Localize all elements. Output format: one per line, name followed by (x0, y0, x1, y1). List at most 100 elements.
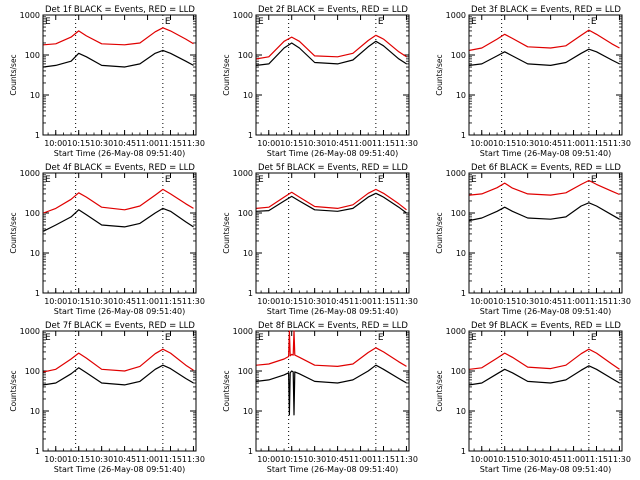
y-tick-label: 10 (243, 249, 253, 258)
panel-title: Det 4f BLACK = Events, RED = LLD (45, 163, 195, 173)
panel-1: Det 1f BLACK = Events, RED = LLD E E 1 10 100… (9, 5, 205, 158)
marker-label: E (165, 333, 171, 343)
marker-label: E (45, 333, 51, 343)
plot-frame (468, 172, 623, 294)
panel-2: Det 2f BLACK = Events, RED = LLD E E 1 10 100… (222, 5, 418, 158)
series-events-line (256, 364, 407, 416)
y-tick-label: 1000 (20, 11, 40, 20)
x-tick-label: 11:00 (562, 455, 585, 464)
plot-frame (42, 14, 197, 136)
y-tick-label: 1 (35, 289, 40, 298)
series-lld-line (256, 34, 407, 60)
x-tick-label: 10:45 (113, 455, 136, 464)
plot-frame (468, 14, 623, 136)
y-tick-label: 10 (456, 407, 466, 416)
x-tick-label: 10:15 (493, 139, 516, 148)
series-events-line (43, 364, 194, 386)
x-tick-label: 10:45 (326, 297, 349, 306)
series-events-line (43, 49, 194, 68)
panel-title: Det 7f BLACK = Events, RED = LLD (45, 321, 195, 331)
y-tick-label: 10 (456, 249, 466, 258)
panel-title: Det 2f BLACK = Events, RED = LLD (258, 5, 408, 15)
x-tick-label: 11:15 (585, 297, 608, 306)
x-tick-label: 10:00 (257, 139, 280, 148)
x-tick-label: 10:30 (303, 297, 326, 306)
panel-3: Det 3f BLACK = Events, RED = LLD E E 1 10 100… (435, 5, 631, 158)
panel-5: Det 5f BLACK = Events, RED = LLD E E 1 10 100… (222, 163, 418, 316)
panel-title: Det 3f BLACK = Events, RED = LLD (471, 5, 621, 15)
x-tick-label: 11:30 (395, 455, 418, 464)
x-tick-label: 11:30 (395, 297, 418, 306)
marker-label: E (471, 175, 477, 185)
x-tick-label: 11:30 (182, 139, 205, 148)
panel-4: Det 4f BLACK = Events, RED = LLD E E 1 10 100… (9, 163, 205, 316)
y-tick-label: 1 (461, 447, 466, 456)
y-axis-title: Counts/sec (435, 54, 444, 95)
x-tick-label: 10:30 (516, 297, 539, 306)
x-tick-label: 11:15 (159, 139, 182, 148)
x-tick-label: 11:30 (608, 297, 631, 306)
marker-label: E (258, 333, 264, 343)
x-axis-title: Start Time (26-May-08 09:51:40) (267, 149, 398, 158)
x-tick-label: 11:30 (182, 297, 205, 306)
y-tick-label: 100 (238, 367, 253, 376)
y-axis-title: Counts/sec (9, 212, 18, 253)
x-tick-label: 10:30 (516, 139, 539, 148)
y-axis-title: Counts/sec (222, 212, 231, 253)
panel-title: Det 8f BLACK = Events, RED = LLD (258, 321, 408, 331)
panel-9: Det 9f BLACK = Events, RED = LLD E E 1 10 100… (435, 321, 631, 474)
x-tick-label: 10:15 (67, 455, 90, 464)
x-tick-label: 11:15 (372, 297, 395, 306)
y-tick-label: 10 (456, 91, 466, 100)
series-lld-line (256, 330, 407, 367)
y-tick-label: 10 (30, 407, 40, 416)
y-axis-title: Counts/sec (435, 212, 444, 253)
plot-frame (255, 330, 410, 452)
x-tick-label: 10:15 (67, 297, 90, 306)
series-events-line (256, 40, 407, 66)
y-tick-label: 1000 (446, 169, 466, 178)
plot-frame (42, 330, 197, 452)
series-lld-line (43, 348, 194, 373)
y-tick-label: 100 (451, 367, 466, 376)
y-tick-label: 10 (243, 91, 253, 100)
marker-label: E (378, 333, 384, 343)
y-tick-label: 100 (451, 209, 466, 218)
x-tick-label: 10:15 (280, 455, 303, 464)
panel-6: Det 6f BLACK = Events, RED = LLD E E 1 10 100… (435, 163, 631, 316)
plot-frame (42, 172, 197, 294)
series-events-line (43, 207, 194, 232)
marker-label: E (378, 17, 384, 27)
y-tick-label: 1000 (233, 327, 253, 336)
marker-label: E (258, 17, 264, 27)
x-tick-label: 11:30 (182, 455, 205, 464)
y-tick-label: 1000 (446, 327, 466, 336)
x-tick-label: 10:00 (44, 455, 67, 464)
x-tick-label: 10:00 (470, 139, 493, 148)
x-tick-label: 10:15 (280, 139, 303, 148)
y-axis-title: Counts/sec (222, 54, 231, 95)
y-axis-title: Counts/sec (9, 54, 18, 95)
marker-label: E (378, 175, 384, 185)
x-tick-label: 10:30 (90, 297, 113, 306)
x-tick-label: 11:30 (395, 139, 418, 148)
plot-frame (468, 330, 623, 452)
y-tick-label: 1 (248, 447, 253, 456)
marker-label: E (258, 175, 264, 185)
y-axis-title: Counts/sec (9, 370, 18, 411)
y-tick-label: 100 (238, 209, 253, 218)
marker-label: E (591, 17, 597, 27)
x-tick-label: 11:00 (136, 455, 159, 464)
marker-label: E (591, 333, 597, 343)
x-tick-label: 10:15 (280, 297, 303, 306)
x-tick-label: 10:45 (539, 455, 562, 464)
y-axis-title: Counts/sec (435, 370, 444, 411)
x-tick-label: 11:00 (349, 297, 372, 306)
panel-title: Det 1f BLACK = Events, RED = LLD (45, 5, 195, 15)
x-tick-label: 10:30 (303, 139, 326, 148)
y-tick-label: 1000 (20, 327, 40, 336)
y-tick-label: 1000 (233, 11, 253, 20)
y-tick-label: 10 (30, 249, 40, 258)
x-axis-title: Start Time (26-May-08 09:51:40) (480, 465, 611, 474)
x-tick-label: 10:45 (539, 297, 562, 306)
